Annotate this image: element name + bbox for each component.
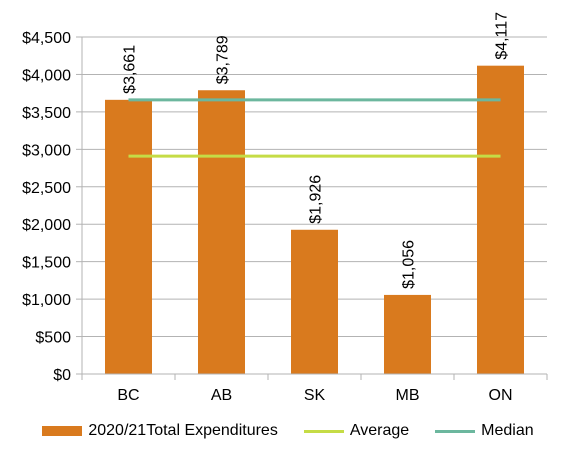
data-label-ab: $3,789 [215,35,232,84]
data-label-on: $4,117 [494,12,511,60]
x-tick-label-on: ON [489,387,513,404]
y-tick-label: $3,500 [22,105,71,122]
legend-label-median: Median [481,422,534,439]
legend-label-average: Average [349,422,410,439]
data-label-bc: $3,661 [122,45,139,94]
x-tick-label-bc: BC [117,387,139,404]
gridlines [82,36,547,375]
y-tick-label: $1,000 [22,292,71,309]
bar-on [477,65,524,375]
legend-label-total-expenditures: 2020/21Total Expenditures [88,422,278,439]
data-label-mb: $1,056 [401,240,418,289]
y-tick-label: $3,000 [22,142,71,159]
y-tick-label: $500 [35,330,71,347]
y-tick-label: $1,500 [22,255,71,272]
y-tick-label: $2,500 [22,180,71,197]
data-labels: $3,661 $3,789 $1,926 $1,056 $4,117 [122,12,511,289]
bar-ab [198,90,245,374]
legend-item-total-expenditures: 2020/21Total Expenditures [42,422,278,440]
bar-mb [384,294,431,374]
bar-bc [105,99,152,374]
legend-swatch-average [303,429,344,433]
bars [105,65,524,375]
legend-swatch-median [435,429,476,433]
legend-item-average: Average [303,422,410,440]
data-label-sk: $1,926 [308,175,325,224]
bar-sk [291,229,338,374]
legend: 2020/21Total Expenditures Average Median [0,417,576,445]
axes [76,36,548,380]
x-tick-label-sk: SK [304,387,326,404]
reference-lines [128,98,501,158]
legend-item-median: Median [435,422,534,440]
legend-swatch-total-expenditures [42,426,83,436]
x-tick-label-ab: AB [211,387,232,404]
x-tick-labels: BC AB SK MB ON [117,387,512,404]
y-tick-label: $4,000 [22,67,71,84]
y-tick-labels: $0 $500 $1,000 $1,500 $2,000 $2,500 $3,000 $3,5… [22,30,71,384]
y-tick-label: $0 [53,367,71,384]
y-tick-label: $2,000 [22,217,71,234]
y-tick-label: $4,500 [22,30,71,47]
x-tick-label-mb: MB [396,387,420,404]
